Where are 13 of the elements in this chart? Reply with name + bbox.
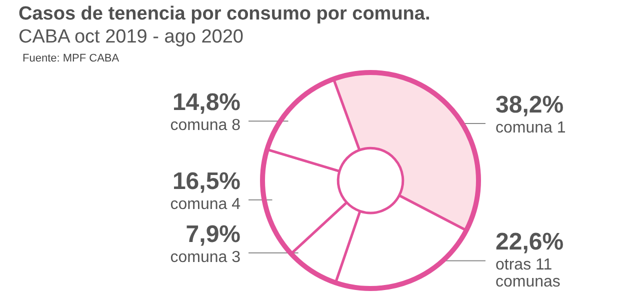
- data-label: 22,6%: [496, 228, 564, 256]
- data-label: 38,2%: [496, 92, 564, 119]
- data-label: 16,5%: [172, 168, 241, 195]
- slice-label: comuna 4: [170, 196, 241, 213]
- source-note: Fuente: MPF CABA: [22, 52, 120, 64]
- chart-title: Casos de tenencia por consumo por comuna.: [18, 4, 430, 24]
- slice-label: comuna 3: [170, 248, 241, 266]
- slice-label: otras 11 comunas: [496, 256, 560, 291]
- slice-label: comuna 1: [496, 120, 566, 137]
- data-label: 14,8%: [172, 89, 241, 116]
- slice-label: comuna 8: [170, 117, 241, 134]
- data-label: 7,9%: [186, 220, 240, 248]
- chart-subtitle: CABA oct 2019 - ago 2020: [18, 26, 244, 48]
